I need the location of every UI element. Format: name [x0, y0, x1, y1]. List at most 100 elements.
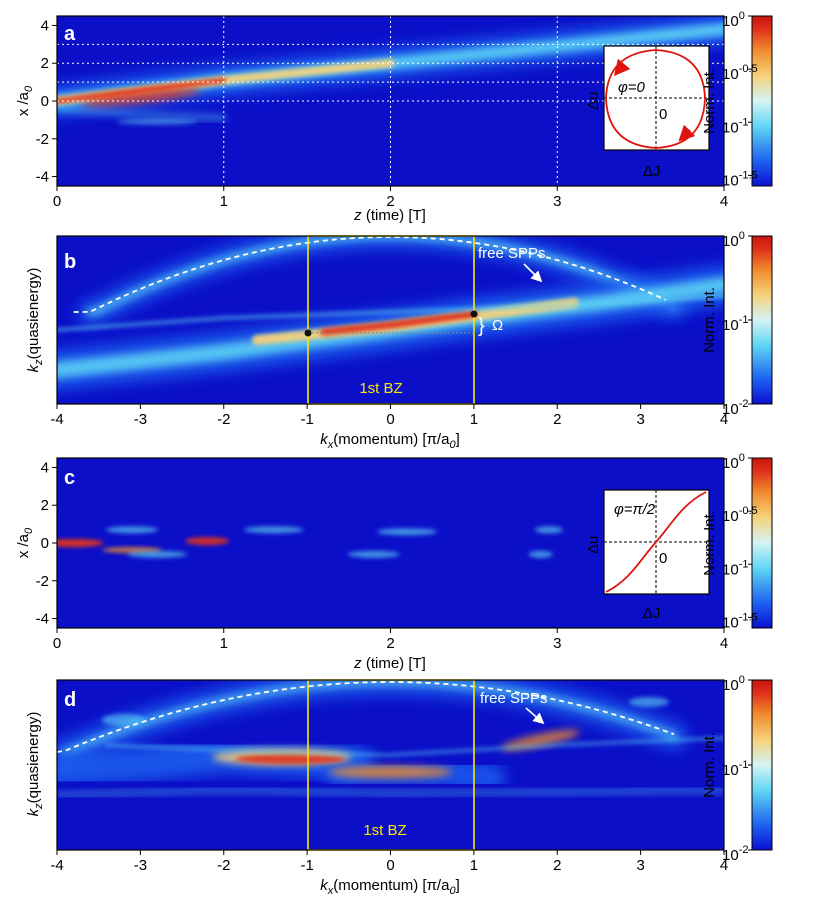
x-tick-label: -3 — [134, 411, 147, 428]
beam-core-1 — [57, 539, 104, 547]
panel-d-bz-label: 1st BZ — [363, 822, 406, 839]
colorbar-tick-label: 10-0.5 — [722, 505, 758, 525]
panel-d-heatmap — [57, 680, 724, 798]
x-tick-label: 1 — [470, 857, 478, 874]
x-tick-label: -1 — [300, 411, 313, 428]
x-tick-label: 1 — [470, 411, 478, 428]
band-main-core — [320, 310, 478, 336]
colorbar-tick-label: 100 — [722, 452, 745, 472]
colorbar-tick-label: 100 — [722, 10, 745, 30]
free-spp-dashed-curve — [73, 236, 667, 313]
beam-core — [57, 77, 227, 104]
panel-b: 1st BZ free SPPs } Ω b -4 -3 -2 -1 0 1 2 3 4 kx(… — [25, 235, 728, 451]
x-tick-label: 4 — [720, 411, 728, 428]
x-tick-label: 1 — [220, 635, 228, 652]
colorbar-tick-label: 10-1 — [722, 558, 748, 578]
beam-side-lobe — [106, 526, 159, 534]
panel-b-xlabel: kx(momentum) [π/a0] — [320, 431, 460, 451]
panel-b-ylabel: kz(quasienergy) — [25, 268, 45, 373]
inset-a-loop — [605, 49, 706, 149]
panel-b-free-spp-arrow — [523, 263, 543, 283]
beam-side-lobe — [534, 526, 563, 534]
colorbar-a — [751, 15, 773, 187]
inset-c-ylabel: Δu — [585, 536, 602, 554]
inset-a-origin: 0 — [659, 106, 667, 123]
band-secondary — [57, 294, 724, 332]
colorbar-d — [751, 679, 773, 851]
colorbar-tick-label: 10-1 — [722, 116, 748, 136]
y-tick-label: -4 — [36, 169, 49, 186]
x-tick-label: -2 — [217, 411, 230, 428]
inset-c-curve — [605, 491, 707, 593]
panel-b-axes: -4 -3 -2 -1 0 1 2 3 4 — [50, 235, 728, 428]
colorbar-tick-label: 10-2 — [722, 844, 748, 864]
x-tick-label: -2 — [217, 857, 230, 874]
panel-c-ylabel: x /a0 — [15, 527, 35, 558]
panel-b-dot-left — [304, 329, 312, 337]
panel-c-axes: 0 1 2 3 4 4 2 0 -2 -4 — [36, 457, 728, 652]
y-tick-label: 0 — [41, 93, 49, 110]
x-tick-label: 2 — [553, 411, 561, 428]
x-tick-label: 2 — [386, 193, 394, 210]
x-tick-label: 0 — [53, 193, 61, 210]
band-flat-core — [235, 754, 346, 764]
colorbar-tick-label: 10-0.5 — [722, 63, 758, 83]
colorbar-tick-label: 10-1.5 — [722, 611, 758, 631]
colorbar-tick-label: 10-1.5 — [722, 169, 758, 189]
panel-b-heatmap — [57, 236, 724, 390]
panel-label-a: a — [64, 23, 76, 45]
panel-b-bz-label: 1st BZ — [359, 380, 402, 397]
panel-b-dot-right — [470, 310, 478, 318]
panel-a-ylabel: x /a0 — [15, 85, 35, 116]
x-tick-label: 4 — [720, 635, 728, 652]
band-right-warm — [501, 729, 580, 751]
panel-c-inset: φ=π/2 0 ΔJ Δu — [585, 489, 710, 622]
panel-a-heatmap — [57, 16, 724, 125]
inset-c-origin: 0 — [659, 550, 667, 567]
colorbar-tick-label: 10-1 — [722, 759, 748, 779]
colorbar-label: Norm. Int. — [701, 287, 718, 353]
x-tick-label: 4 — [720, 193, 728, 210]
x-tick-label: -3 — [134, 857, 147, 874]
colorbar-tick-label: 10-1 — [722, 314, 748, 334]
panel-b-free-spp-label: free SPPs — [478, 245, 546, 262]
x-tick-label: 3 — [553, 193, 561, 210]
panel-c-heatmap — [57, 526, 619, 558]
colorbar-label: Norm. Int. — [701, 732, 718, 798]
beam-side-lobe — [243, 526, 304, 534]
inset-c-xlabel: ΔJ — [643, 605, 661, 622]
colorbar-tick-label: 100 — [722, 674, 745, 694]
x-tick-label: 3 — [553, 635, 561, 652]
free-spp-dashed-curve — [57, 681, 675, 753]
panel-a-inset: φ=0 0 ΔJ Δu — [585, 45, 710, 180]
x-tick-label: 3 — [636, 411, 644, 428]
x-tick-label: 3 — [636, 857, 644, 874]
colorbar-b — [751, 235, 773, 405]
x-tick-label: -4 — [50, 857, 63, 874]
panel-b-brace: } — [478, 315, 485, 337]
y-tick-label: 2 — [41, 55, 49, 72]
inset-a-xlabel: ΔJ — [643, 163, 661, 180]
x-tick-label: 0 — [386, 857, 394, 874]
beam-core-2 — [185, 537, 230, 545]
x-tick-label: 0 — [53, 635, 61, 652]
x-tick-label: 2 — [386, 635, 394, 652]
x-tick-label: -1 — [300, 857, 313, 874]
band-crossing — [105, 736, 724, 758]
beam-lower-branch — [57, 106, 227, 121]
x-tick-label: 4 — [720, 857, 728, 874]
colorbar-c — [751, 457, 773, 629]
inset-a-arrow-2 — [678, 124, 696, 142]
band-lower — [57, 787, 724, 798]
x-tick-label: -4 — [50, 411, 63, 428]
panel-label-b: b — [64, 251, 76, 273]
panel-label-c: c — [64, 467, 75, 489]
panel-d-axes: -4 -3 -2 -1 0 1 2 3 4 — [50, 679, 728, 874]
inset-a-ylabel: Δu — [585, 92, 602, 110]
x-tick-label: 2 — [553, 857, 561, 874]
inset-a-phi: φ=0 — [618, 79, 646, 96]
panel-c-xlabel: z (time) [T] — [353, 655, 426, 672]
y-tick-label: 0 — [41, 535, 49, 552]
